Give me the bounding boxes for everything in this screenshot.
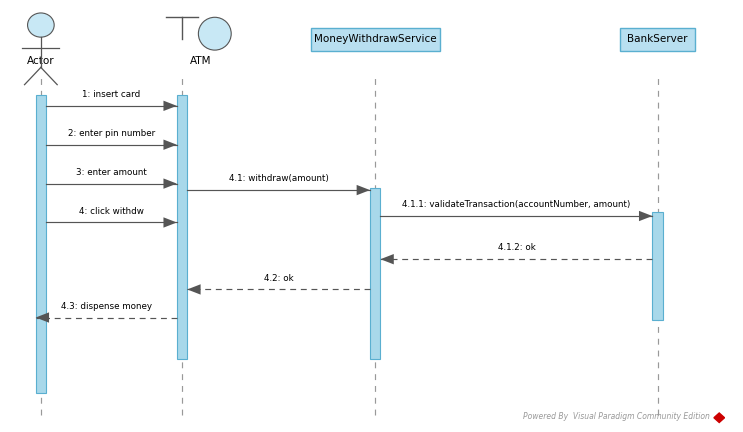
Bar xyxy=(652,212,663,320)
Polygon shape xyxy=(380,254,394,264)
Text: ATM: ATM xyxy=(190,56,211,66)
Text: 4.1.1: validateTransaction(accountNumber, amount): 4.1.1: validateTransaction(accountNumber… xyxy=(402,200,631,209)
Text: Actor: Actor xyxy=(27,56,55,66)
Text: 1: insert card: 1: insert card xyxy=(82,90,140,99)
Text: 4.1.2: ok: 4.1.2: ok xyxy=(498,243,535,252)
Polygon shape xyxy=(163,217,177,228)
Ellipse shape xyxy=(198,17,231,50)
Bar xyxy=(311,28,440,51)
Bar xyxy=(36,95,46,393)
Text: 4.3: dispense money: 4.3: dispense money xyxy=(61,302,152,311)
Bar xyxy=(177,95,187,359)
Text: 3: enter amount: 3: enter amount xyxy=(76,168,147,177)
Ellipse shape xyxy=(27,13,54,37)
Polygon shape xyxy=(187,284,201,295)
Polygon shape xyxy=(639,211,652,221)
Polygon shape xyxy=(714,413,724,422)
Bar xyxy=(370,188,380,359)
Text: 4.2: ok: 4.2: ok xyxy=(264,273,293,283)
Polygon shape xyxy=(163,101,177,111)
Text: 2: enter pin number: 2: enter pin number xyxy=(68,129,155,138)
Text: 4.1: withdraw(amount): 4.1: withdraw(amount) xyxy=(229,174,328,183)
Polygon shape xyxy=(357,185,370,195)
Text: BankServer: BankServer xyxy=(627,34,688,44)
Text: Powered By  Visual Paradigm Community Edition: Powered By Visual Paradigm Community Edi… xyxy=(522,412,710,421)
Polygon shape xyxy=(163,140,177,150)
Polygon shape xyxy=(163,178,177,189)
Bar xyxy=(620,28,695,51)
Polygon shape xyxy=(36,312,49,323)
Text: 4: click withdw: 4: click withdw xyxy=(79,206,144,216)
Text: MoneyWithdrawService: MoneyWithdrawService xyxy=(314,34,437,44)
